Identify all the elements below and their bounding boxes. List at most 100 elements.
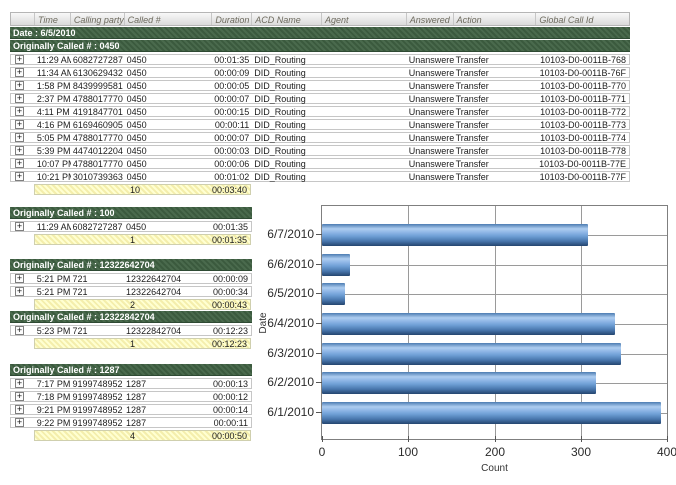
expand-row-button[interactable] [15, 68, 24, 77]
cell-time: 9:22 PM [36, 417, 71, 428]
cell-action: Transfer [455, 67, 489, 78]
expand-cell [11, 222, 35, 231]
y-axis-tick [316, 353, 322, 354]
cell-called: 1287 [126, 391, 147, 402]
cell-calling-party: 721 [72, 286, 88, 297]
column-header-time[interactable]: Time [35, 13, 71, 25]
cell-acd-name: DID_Routing [254, 67, 306, 78]
cell-acd-name: DID_Routing [254, 158, 306, 169]
cell-called: 0450 [126, 145, 147, 156]
cell-duration: 00:00:14 [212, 404, 248, 415]
cell-time: 4:11 PM [36, 106, 70, 117]
cell-time: 1:58 PM [36, 80, 71, 91]
cell-answered: Unanswered [408, 67, 454, 78]
expand-row-button[interactable] [15, 222, 24, 231]
y-tick-label: 6/4/2010 [267, 316, 314, 330]
cell-calling-party: 4474012204 [72, 145, 123, 156]
y-tick-label: 6/1/2010 [267, 405, 314, 419]
cell-calling-party: 6130629432 [72, 67, 123, 78]
column-header-global-call-id[interactable]: Global Call Id [539, 15, 594, 25]
y-tick-label: 6/3/2010 [267, 346, 314, 360]
chart-x-axis-title: Count [481, 463, 508, 474]
cell-action: Transfer [455, 145, 489, 156]
expand-row-button[interactable] [15, 81, 24, 90]
cell-time: 11:34 AM [36, 67, 71, 78]
expand-row-button[interactable] [15, 274, 24, 283]
cell-global-call-id: 10103-D0-0011B-77F [539, 171, 626, 182]
column-header-duration[interactable]: Duration [212, 13, 253, 25]
expand-row-button[interactable] [15, 120, 24, 129]
cell-calling-party: 9199748952 [72, 391, 123, 402]
expand-row-button[interactable] [15, 379, 24, 388]
column-header-acd-name[interactable]: ACD Name [252, 13, 322, 25]
column-header-answered[interactable]: Answered [407, 13, 454, 25]
expand-row-button[interactable] [15, 172, 24, 181]
cell-acd-name: DID_Routing [254, 145, 306, 156]
expand-cell [11, 392, 35, 401]
call-row: 10:21 PM30107393630450 00:01:02 DID_Routin… [10, 171, 630, 182]
cell-called: 0450 [126, 171, 147, 182]
summary-call-count: 4 [130, 431, 136, 441]
group-0450: Date : 6/5/2010 Originally Called # : 045… [10, 27, 630, 195]
cell-global-call-id: 10103-D0-0011B-778 [540, 145, 626, 156]
column-header-action[interactable]: Action [454, 13, 537, 25]
expand-row-button[interactable] [15, 133, 24, 142]
expand-row-button[interactable] [15, 418, 24, 427]
cell-called: 0450 [126, 67, 147, 78]
cell-answered: Unanswered [408, 145, 454, 156]
cell-calling-party: 6169460905 [72, 119, 123, 130]
expand-row-button[interactable] [15, 326, 24, 335]
expand-row-button[interactable] [15, 94, 24, 103]
cell-acd-name: DID_Routing [254, 119, 306, 130]
cell-called: 0450 [126, 221, 147, 232]
expand-row-button[interactable] [15, 287, 24, 296]
originally-called-group-header: Originally Called # : 12322842704 [10, 311, 252, 323]
column-header-called[interactable]: Called # [125, 13, 213, 25]
cell-action: Transfer [455, 171, 489, 182]
cell-called: 0450 [126, 132, 147, 143]
cell-called: 0450 [126, 93, 147, 104]
expand-row-button[interactable] [15, 405, 24, 414]
cell-called: 0450 [126, 54, 147, 65]
cell-acd-name: DID_Routing [254, 93, 306, 104]
y-axis-tick [316, 323, 322, 324]
expand-cell [11, 120, 35, 129]
expand-cell [11, 287, 35, 296]
group-summary-row: 10 00:03:40 [34, 184, 251, 195]
cell-acd-name: DID_Routing [254, 54, 306, 65]
cell-time: 5:21 PM [36, 286, 71, 297]
cell-time: 2:37 PM [36, 93, 71, 104]
summary-call-count: 1 [130, 339, 136, 349]
cell-acd-name: DID_Routing [254, 80, 306, 91]
expand-cell [11, 94, 35, 103]
expand-row-button[interactable] [15, 392, 24, 401]
cell-duration: 00:00:12 [212, 391, 248, 402]
column-header-calling-party[interactable]: Calling party # [71, 13, 125, 25]
x-tick-label: 400 [656, 445, 676, 459]
summary-call-count: 10 [130, 185, 141, 195]
chart-bar [322, 372, 596, 394]
y-tick-label: 6/7/2010 [267, 227, 314, 241]
column-header-agent[interactable]: Agent [322, 13, 407, 25]
expand-row-button[interactable] [15, 55, 24, 64]
cell-time: 5:05 PM [36, 132, 71, 143]
y-axis-tick [316, 382, 322, 383]
cell-time: 5:21 PM [36, 273, 71, 284]
group-table: Originally Called # : 12877:17 PM9199748… [10, 363, 252, 441]
cell-duration: 00:00:07 [214, 93, 250, 104]
expand-row-button[interactable] [15, 146, 24, 155]
expand-cell [11, 326, 35, 335]
cell-calling-party: 721 [72, 325, 88, 336]
cell-time: 5:23 PM [36, 325, 71, 336]
expand-row-button[interactable] [15, 107, 24, 116]
expand-row-button[interactable] [15, 159, 24, 168]
y-axis-tick [316, 264, 322, 265]
cell-calling-party: 4788017770 [72, 158, 123, 169]
cell-global-call-id: 10103-D0-0011B-768 [540, 54, 626, 65]
cell-answered: Unanswered [408, 54, 454, 65]
